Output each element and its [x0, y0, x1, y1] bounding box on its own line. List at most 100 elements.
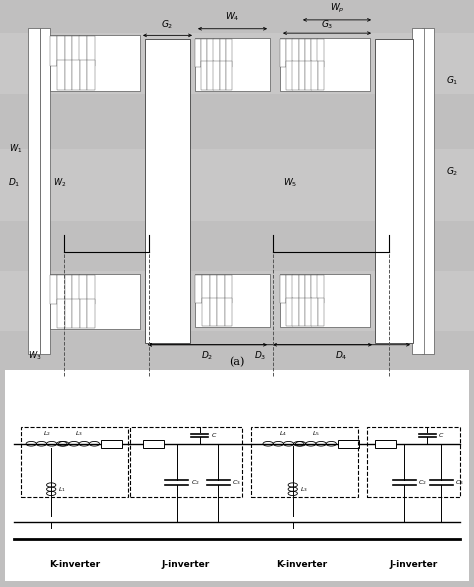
Bar: [72, 275, 80, 305]
Bar: [311, 275, 318, 303]
Bar: [318, 39, 324, 67]
Bar: [210, 275, 218, 303]
Text: $D_3$: $D_3$: [254, 349, 266, 362]
Bar: [226, 39, 232, 67]
Text: $D_2$: $D_2$: [201, 349, 214, 362]
Bar: [299, 39, 305, 67]
Bar: [292, 39, 299, 67]
Text: $C_3$: $C_3$: [232, 478, 241, 487]
Bar: [286, 298, 293, 326]
Bar: [412, 28, 424, 353]
Bar: [28, 28, 40, 353]
Bar: [280, 274, 370, 327]
Text: $W_1$: $W_1$: [9, 143, 23, 156]
Bar: [57, 60, 65, 89]
Text: $D_1$: $D_1$: [8, 176, 20, 188]
Bar: [0, 149, 474, 221]
Bar: [50, 275, 57, 305]
Bar: [143, 440, 164, 448]
Text: $W_3$: $W_3$: [28, 349, 42, 362]
Text: $L_1$: $L_1$: [58, 485, 66, 494]
Bar: [318, 298, 324, 326]
Bar: [226, 62, 232, 89]
Bar: [80, 275, 87, 305]
Bar: [50, 36, 57, 66]
Bar: [40, 28, 50, 353]
Text: $G_1$: $G_1$: [446, 75, 458, 87]
Text: $W_2$: $W_2$: [53, 176, 67, 188]
Bar: [64, 36, 72, 66]
Bar: [202, 275, 210, 303]
Text: $L_4$: $L_4$: [280, 429, 287, 438]
Bar: [210, 298, 218, 326]
Bar: [218, 298, 225, 326]
Bar: [299, 62, 305, 89]
Bar: [80, 299, 87, 328]
Bar: [72, 36, 80, 66]
Bar: [72, 60, 80, 89]
Bar: [375, 39, 413, 343]
Text: $D_4$: $D_4$: [335, 349, 348, 362]
Bar: [318, 275, 324, 303]
Text: $L_3$: $L_3$: [75, 429, 83, 438]
Bar: [195, 275, 202, 303]
Bar: [65, 299, 73, 328]
Text: $C_3$: $C_3$: [456, 478, 464, 487]
Bar: [80, 60, 87, 89]
Bar: [305, 298, 311, 326]
Bar: [280, 275, 286, 303]
Bar: [299, 298, 305, 326]
Bar: [311, 298, 318, 326]
Bar: [87, 60, 95, 89]
Text: K-inverter: K-inverter: [276, 560, 328, 569]
Text: K-inverter: K-inverter: [49, 560, 100, 569]
Bar: [225, 275, 233, 303]
Text: $G_3$: $G_3$: [321, 18, 333, 31]
Bar: [422, 28, 434, 353]
Bar: [57, 36, 65, 66]
Bar: [207, 62, 214, 89]
Bar: [201, 62, 208, 89]
Text: J-inverter: J-inverter: [162, 560, 210, 569]
Bar: [338, 440, 359, 448]
Bar: [311, 62, 318, 89]
Text: $B_1$: $B_1$: [107, 439, 116, 448]
Bar: [87, 275, 94, 305]
Bar: [101, 440, 122, 448]
Text: $W_p$: $W_p$: [330, 2, 344, 15]
Bar: [305, 39, 311, 67]
Bar: [64, 275, 72, 305]
Bar: [311, 39, 318, 67]
Bar: [201, 39, 207, 67]
Text: (a): (a): [229, 357, 245, 367]
Bar: [207, 39, 214, 67]
Text: $B_4$: $B_4$: [381, 439, 390, 448]
Text: $L_5$: $L_5$: [312, 429, 320, 438]
Bar: [292, 275, 299, 303]
Bar: [305, 275, 311, 303]
Bar: [219, 62, 226, 89]
Bar: [72, 299, 80, 328]
Bar: [87, 299, 95, 328]
Bar: [292, 298, 299, 326]
Bar: [299, 275, 305, 303]
Bar: [213, 39, 220, 67]
Text: $W_5$: $W_5$: [283, 176, 297, 188]
Bar: [57, 299, 65, 328]
Bar: [195, 274, 270, 327]
Bar: [280, 39, 286, 67]
Bar: [213, 62, 220, 89]
Bar: [195, 39, 201, 67]
Bar: [218, 275, 225, 303]
Text: $L_3$: $L_3$: [300, 485, 308, 494]
Bar: [286, 275, 292, 303]
Bar: [286, 39, 292, 67]
Bar: [50, 274, 140, 329]
Bar: [286, 62, 293, 89]
Bar: [80, 36, 87, 66]
Bar: [219, 39, 226, 67]
Bar: [225, 298, 233, 326]
Bar: [65, 60, 73, 89]
Bar: [57, 275, 65, 305]
Bar: [375, 440, 396, 448]
